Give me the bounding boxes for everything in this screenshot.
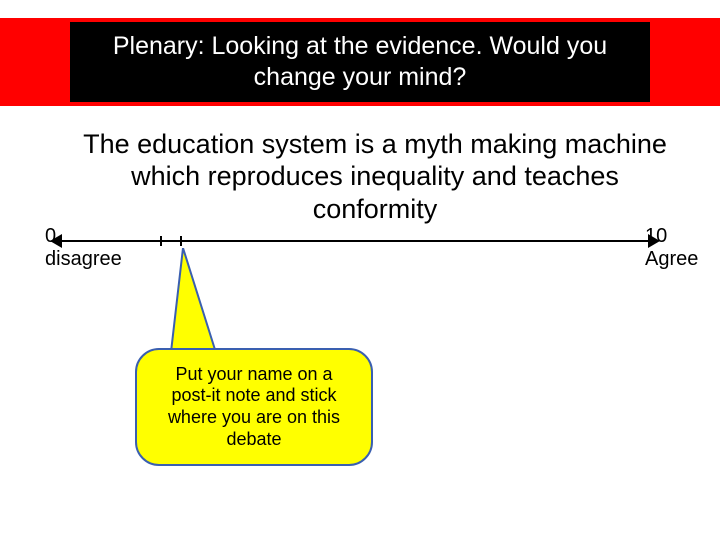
callout-text: Put your name on a post-it note and stic…: [155, 364, 353, 450]
statement-text: The education system is a myth making ma…: [75, 128, 675, 225]
scale-tick: [180, 236, 182, 246]
header-band: Plenary: Looking at the evidence. Would …: [0, 18, 720, 106]
scale-right-label: 10 Agree: [645, 225, 720, 271]
scale-left-label: 0 disagree: [45, 225, 122, 271]
header-title-box: Plenary: Looking at the evidence. Would …: [70, 22, 650, 102]
header-title: Plenary: Looking at the evidence. Would …: [90, 31, 630, 94]
scale-right-text: Agree: [645, 248, 698, 270]
scale-right-value: 10: [645, 225, 667, 247]
scale-left-text: disagree: [45, 248, 122, 270]
scale-left-value: 0: [45, 225, 122, 248]
callout: Put your name on a post-it note and stic…: [135, 248, 383, 478]
scale-line: [60, 240, 650, 242]
callout-bubble: Put your name on a post-it note and stic…: [135, 348, 373, 466]
scale-tick: [160, 236, 162, 246]
